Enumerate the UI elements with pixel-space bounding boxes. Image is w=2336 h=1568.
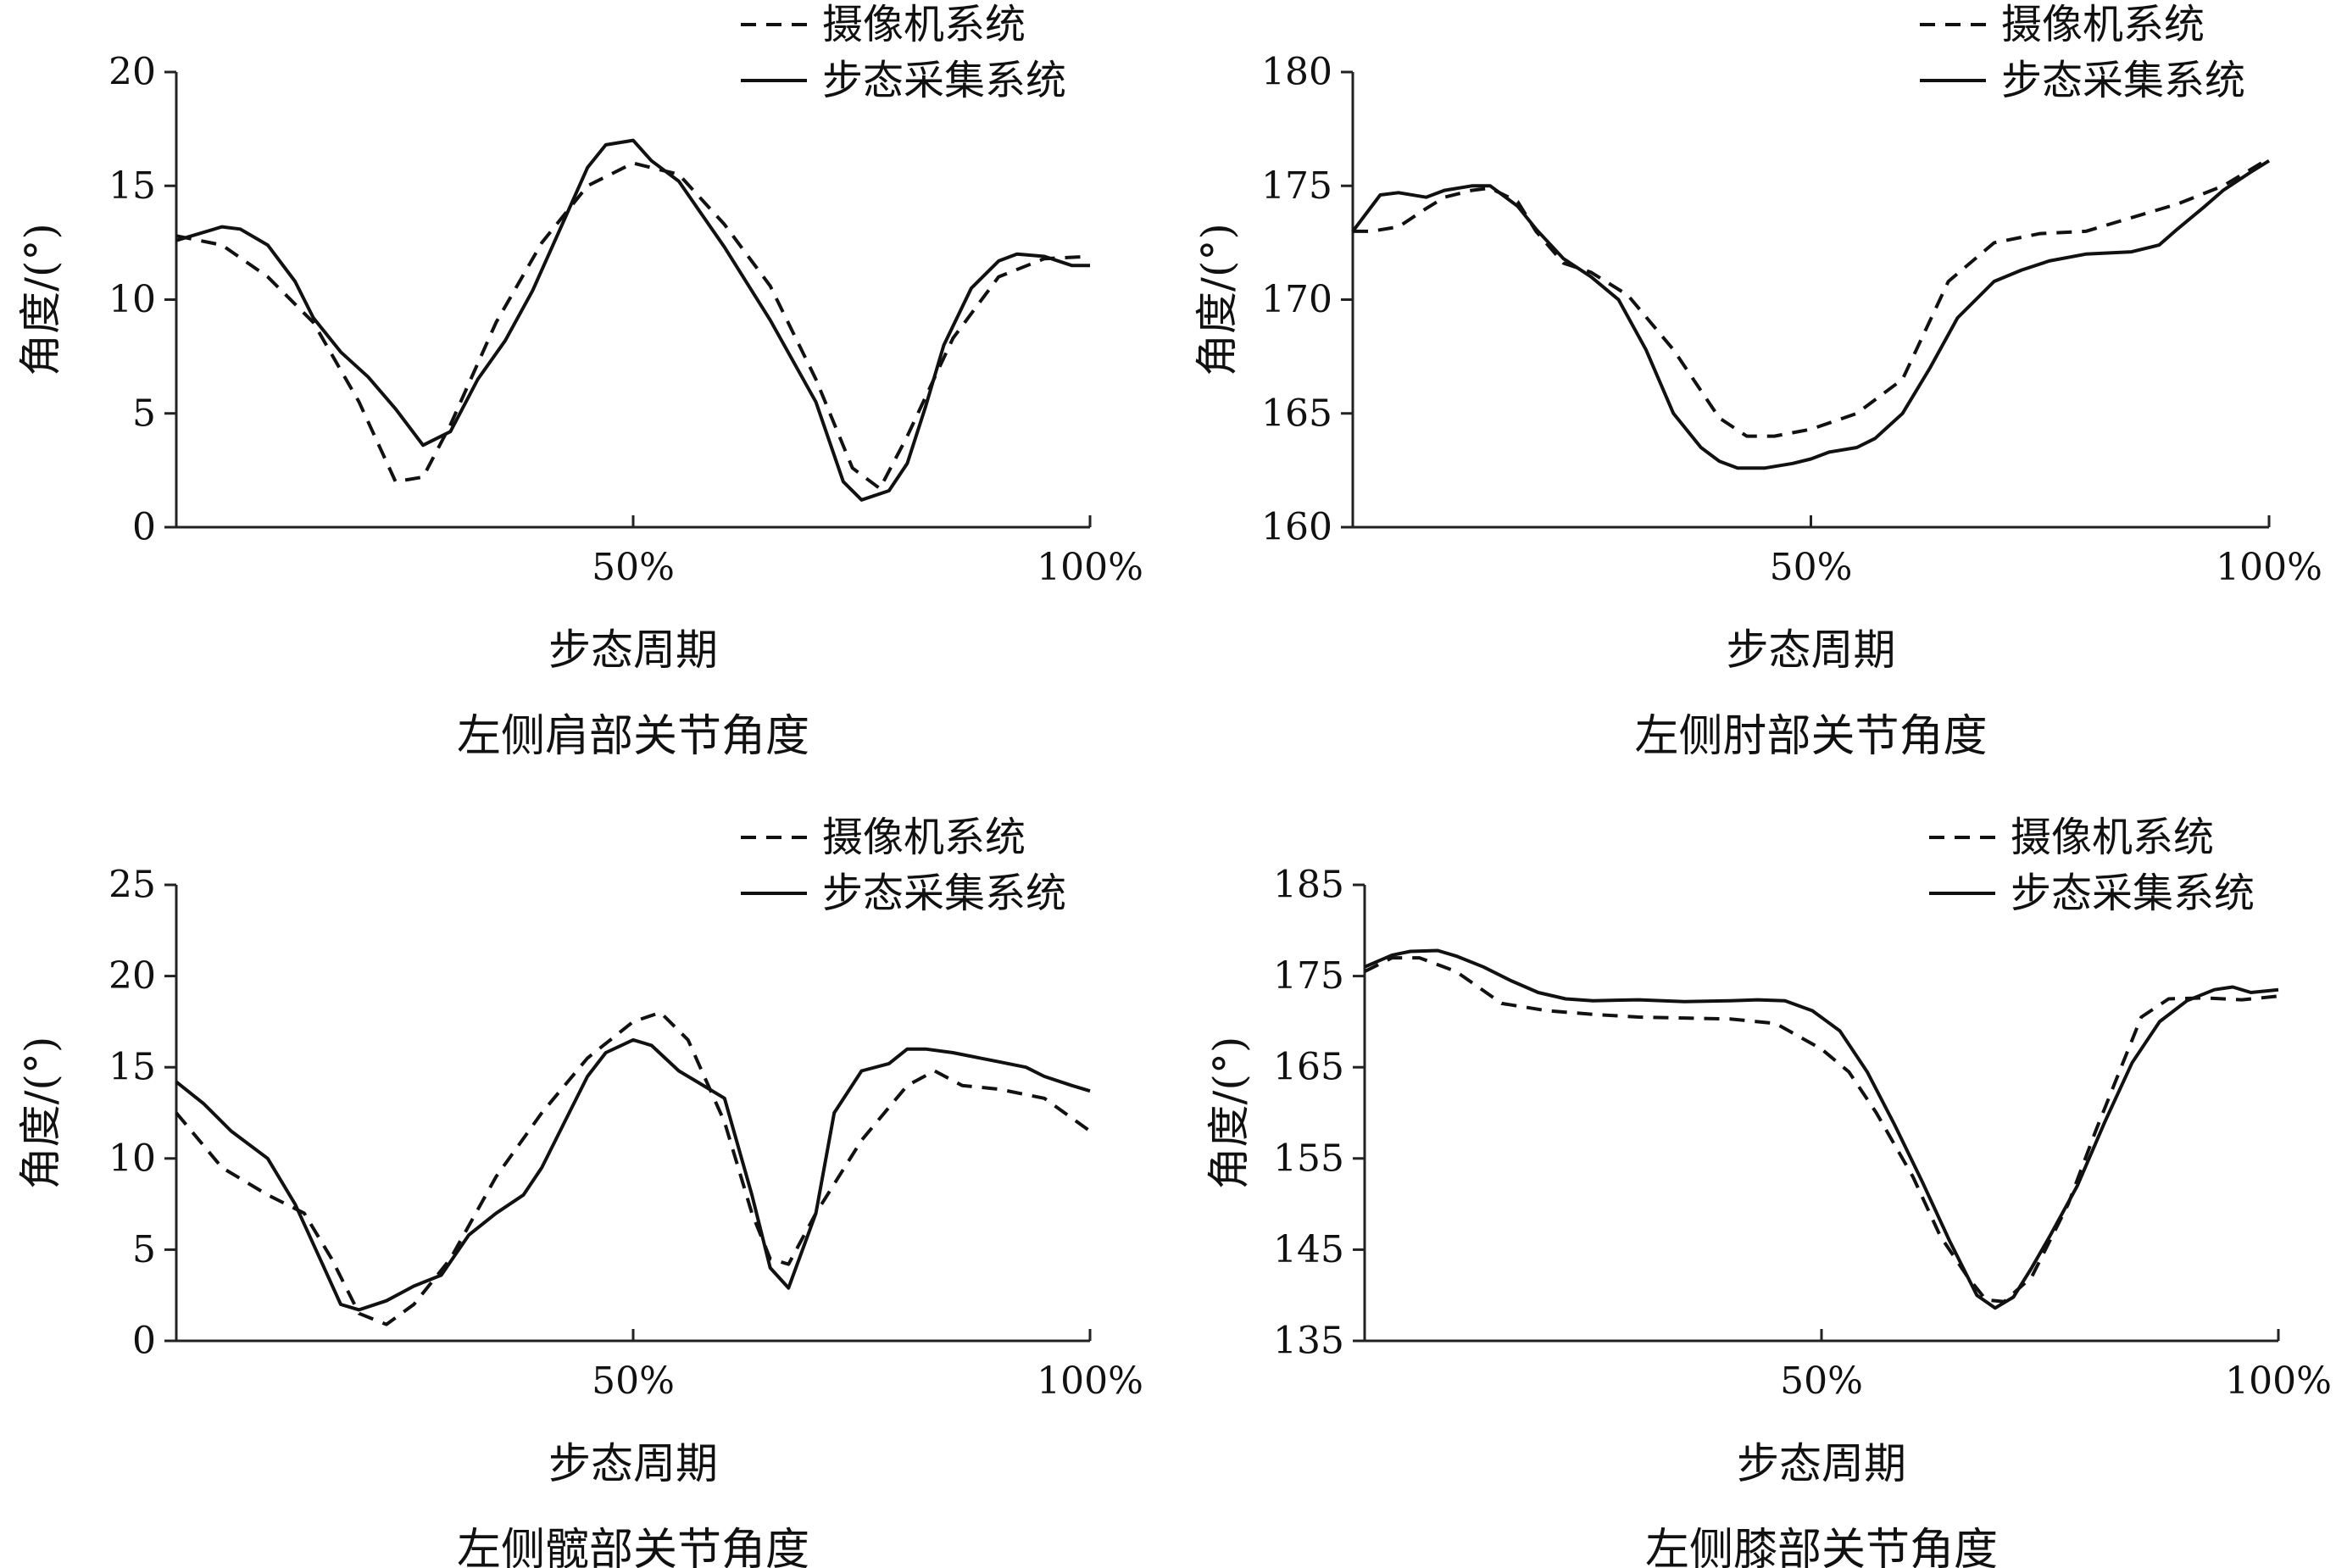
y-tick-label: 25 <box>108 864 156 907</box>
x-tick-label: 50% <box>1780 1359 1863 1403</box>
y-tick-label: 185 <box>1273 864 1344 907</box>
y-tick-label: 15 <box>108 164 156 208</box>
x-axis-title: 步态周期 <box>548 1439 718 1488</box>
panel-caption: 左侧肩部关节角度 <box>457 711 809 762</box>
y-tick-label: 145 <box>1273 1228 1344 1271</box>
y-tick-label: 5 <box>132 1228 156 1271</box>
series-line-gait <box>175 1037 1091 1312</box>
x-tick-label: 100% <box>2225 1359 2332 1403</box>
y-tick-label: 135 <box>1273 1320 1344 1363</box>
x-axis-title: 步态周期 <box>1737 1439 1906 1488</box>
y-tick-label: 0 <box>132 1320 156 1363</box>
series-line-gait <box>1351 159 2271 470</box>
panel-caption: 左侧肘部关节角度 <box>1634 711 1987 762</box>
legend-label-gait: 步态采集系统 <box>2011 870 2255 917</box>
x-tick-label: 50% <box>1770 546 1853 589</box>
series-line-camera <box>1353 157 2271 438</box>
series-line-camera <box>175 1010 1092 1326</box>
y-tick-label: 10 <box>108 278 156 321</box>
y-tick-label: 155 <box>1273 1137 1344 1180</box>
y-tick-label: 170 <box>1261 278 1332 321</box>
y-tick-label: 175 <box>1273 954 1344 998</box>
y-axis-title: 角度/(°) <box>1193 223 1242 376</box>
y-tick-label: 160 <box>1261 506 1332 549</box>
x-tick-label: 50% <box>592 546 675 589</box>
y-tick-label: 165 <box>1261 392 1332 435</box>
y-axis-title: 角度/(°) <box>16 223 65 376</box>
legend-label-gait: 步态采集系统 <box>822 870 1066 917</box>
legend-label-camera: 摄像机系统 <box>822 814 1026 861</box>
series-line-camera <box>1364 956 2279 1304</box>
x-tick-label: 100% <box>2216 546 2322 589</box>
legend-label-camera: 摄像机系统 <box>822 1 1026 48</box>
x-tick-label: 50% <box>592 1359 675 1403</box>
panel-caption: 左侧膝部关节角度 <box>1645 1525 1998 1568</box>
series-line-gait <box>175 138 1090 502</box>
legend-label-camera: 摄像机系统 <box>2001 1 2205 48</box>
legend-label-camera: 摄像机系统 <box>2011 814 2214 861</box>
y-tick-label: 15 <box>108 1046 156 1089</box>
y-tick-label: 0 <box>132 506 156 549</box>
y-tick-label: 175 <box>1261 164 1332 208</box>
y-tick-label: 5 <box>132 392 156 435</box>
y-tick-label: 180 <box>1261 51 1332 94</box>
panel-caption: 左侧髋部关节角度 <box>457 1525 809 1568</box>
x-axis-title: 步态周期 <box>1727 626 1896 675</box>
y-axis-title: 角度/(°) <box>1204 1037 1254 1190</box>
series-line-camera <box>175 161 1091 491</box>
legend-label-gait: 步态采集系统 <box>2001 57 2245 104</box>
y-tick-label: 10 <box>108 1137 156 1180</box>
x-tick-label: 100% <box>1037 1359 1143 1403</box>
x-tick-label: 100% <box>1037 546 1143 589</box>
legend-label-gait: 步态采集系统 <box>822 57 1066 104</box>
series-line-gait <box>1364 948 2279 1310</box>
y-tick-label: 165 <box>1273 1046 1344 1089</box>
y-tick-label: 20 <box>108 954 156 998</box>
y-axis-title: 角度/(°) <box>16 1037 65 1190</box>
x-axis-title: 步态周期 <box>548 626 718 675</box>
y-tick-label: 20 <box>108 51 156 94</box>
